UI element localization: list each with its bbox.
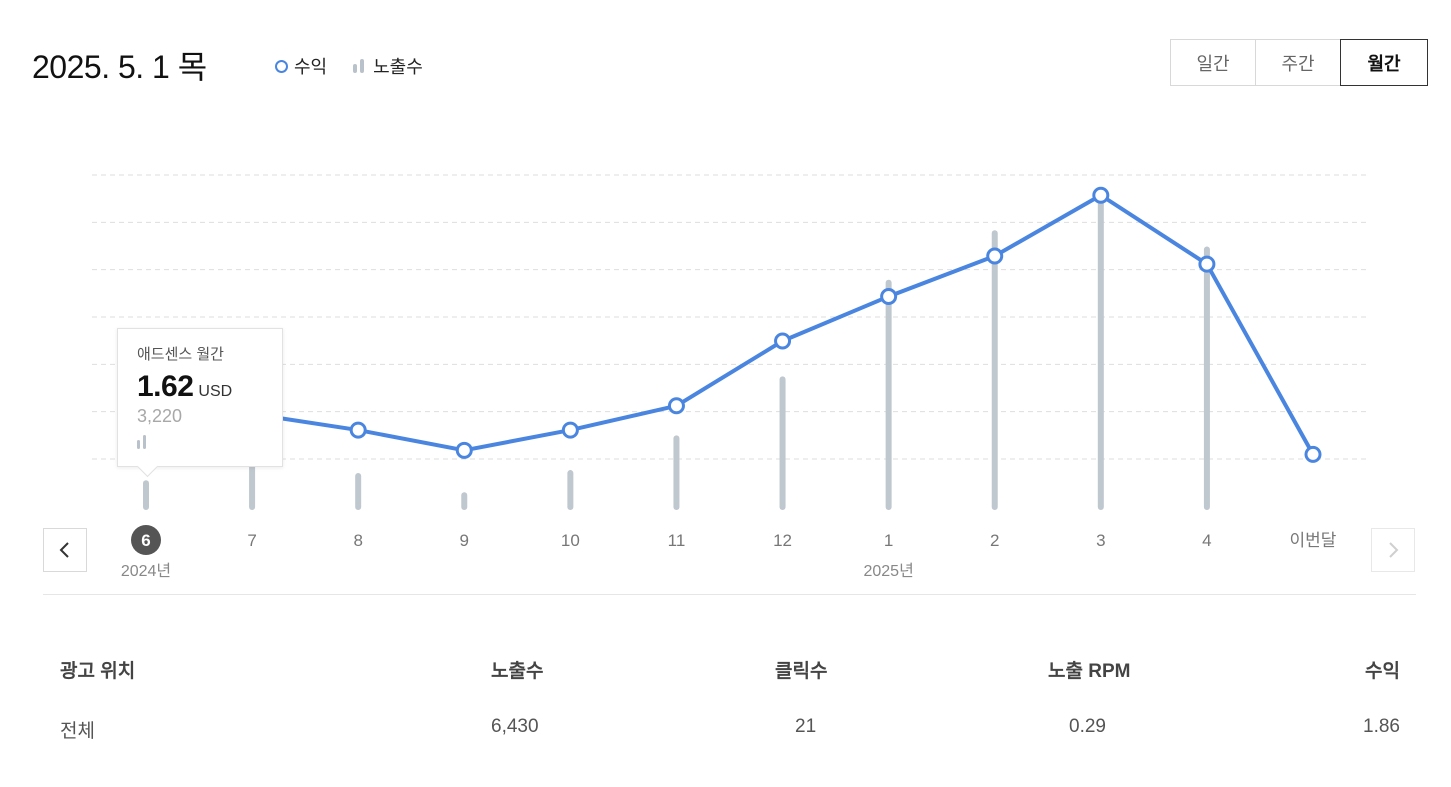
revenue-point	[561, 421, 579, 439]
x-tick-label: 11	[668, 531, 686, 550]
header-cell-rpm: 노출 RPM	[1048, 661, 1131, 682]
legend-item-impressions: 노출수	[353, 53, 423, 79]
tab-weekly[interactable]: 주간	[1255, 39, 1341, 86]
cell-impressions: 6,430	[491, 716, 539, 737]
revenue-point	[349, 421, 367, 439]
chevron-left-icon	[59, 542, 69, 558]
chart-tooltip: 애드센스 월간 1.62 USD 3,220	[117, 328, 283, 467]
cell-clicks: 21	[795, 716, 817, 737]
x-tick-label: 7	[247, 531, 256, 550]
revenue-point	[1092, 186, 1110, 204]
legend-label-impressions: 노출수	[373, 57, 423, 77]
year-label: 2025년	[863, 562, 913, 580]
legend-item-revenue: 수익	[275, 53, 327, 79]
tooltip-unit: USD	[198, 383, 233, 400]
chart-legend: 수익 노출수	[275, 53, 449, 79]
header-cell-revenue: 수익	[1365, 661, 1400, 682]
revenue-point	[1304, 445, 1322, 463]
x-tick-label: 3	[1096, 531, 1105, 550]
bar-icon	[353, 59, 367, 73]
cell-rpm: 0.29	[1069, 716, 1106, 737]
revenue-point	[880, 287, 898, 305]
cell-placement: 전체	[60, 721, 95, 742]
x-tick-label: 9	[460, 531, 469, 550]
x-tick-label: 12	[773, 531, 792, 550]
revenue-point	[667, 397, 685, 415]
x-tick-label: 이번달	[1290, 531, 1337, 550]
period-tabs: 일간 주간 월간	[1170, 39, 1428, 86]
revenue-line	[145, 193, 1315, 456]
x-tick-label: 6	[141, 531, 150, 550]
revenue-point	[455, 441, 473, 459]
legend-label-revenue: 수익	[294, 57, 328, 77]
x-tick-label: 8	[353, 531, 362, 550]
divider	[43, 594, 1416, 595]
year-label: 2024년	[121, 562, 171, 580]
revenue-point	[1198, 255, 1216, 273]
revenue-point	[774, 332, 792, 350]
tooltip-title: 애드센스 월간	[137, 346, 224, 363]
chevron-right-icon	[1389, 542, 1399, 558]
page-title: 2025. 5. 1 목	[32, 49, 207, 85]
cell-revenue: 1.86	[1363, 716, 1400, 737]
header-cell-placement: 광고 위치	[60, 661, 136, 682]
next-button[interactable]	[1371, 528, 1415, 572]
x-tick-label: 4	[1202, 531, 1211, 550]
tab-monthly[interactable]: 월간	[1340, 39, 1428, 86]
bar-icon	[137, 433, 282, 449]
header-cell-clicks: 클릭수	[775, 661, 828, 682]
header-cell-impressions: 노출수	[491, 661, 544, 682]
prev-button[interactable]	[43, 528, 87, 572]
circle-icon	[275, 59, 288, 73]
selected-month-badge	[131, 525, 161, 555]
tooltip-impressions: 3,220	[137, 406, 183, 426]
x-tick-label: 10	[561, 531, 580, 550]
tooltip-value: 1.62	[137, 370, 194, 403]
x-tick-label: 2	[990, 531, 999, 550]
x-tick-label: 1	[884, 531, 893, 550]
revenue-point	[986, 247, 1004, 265]
